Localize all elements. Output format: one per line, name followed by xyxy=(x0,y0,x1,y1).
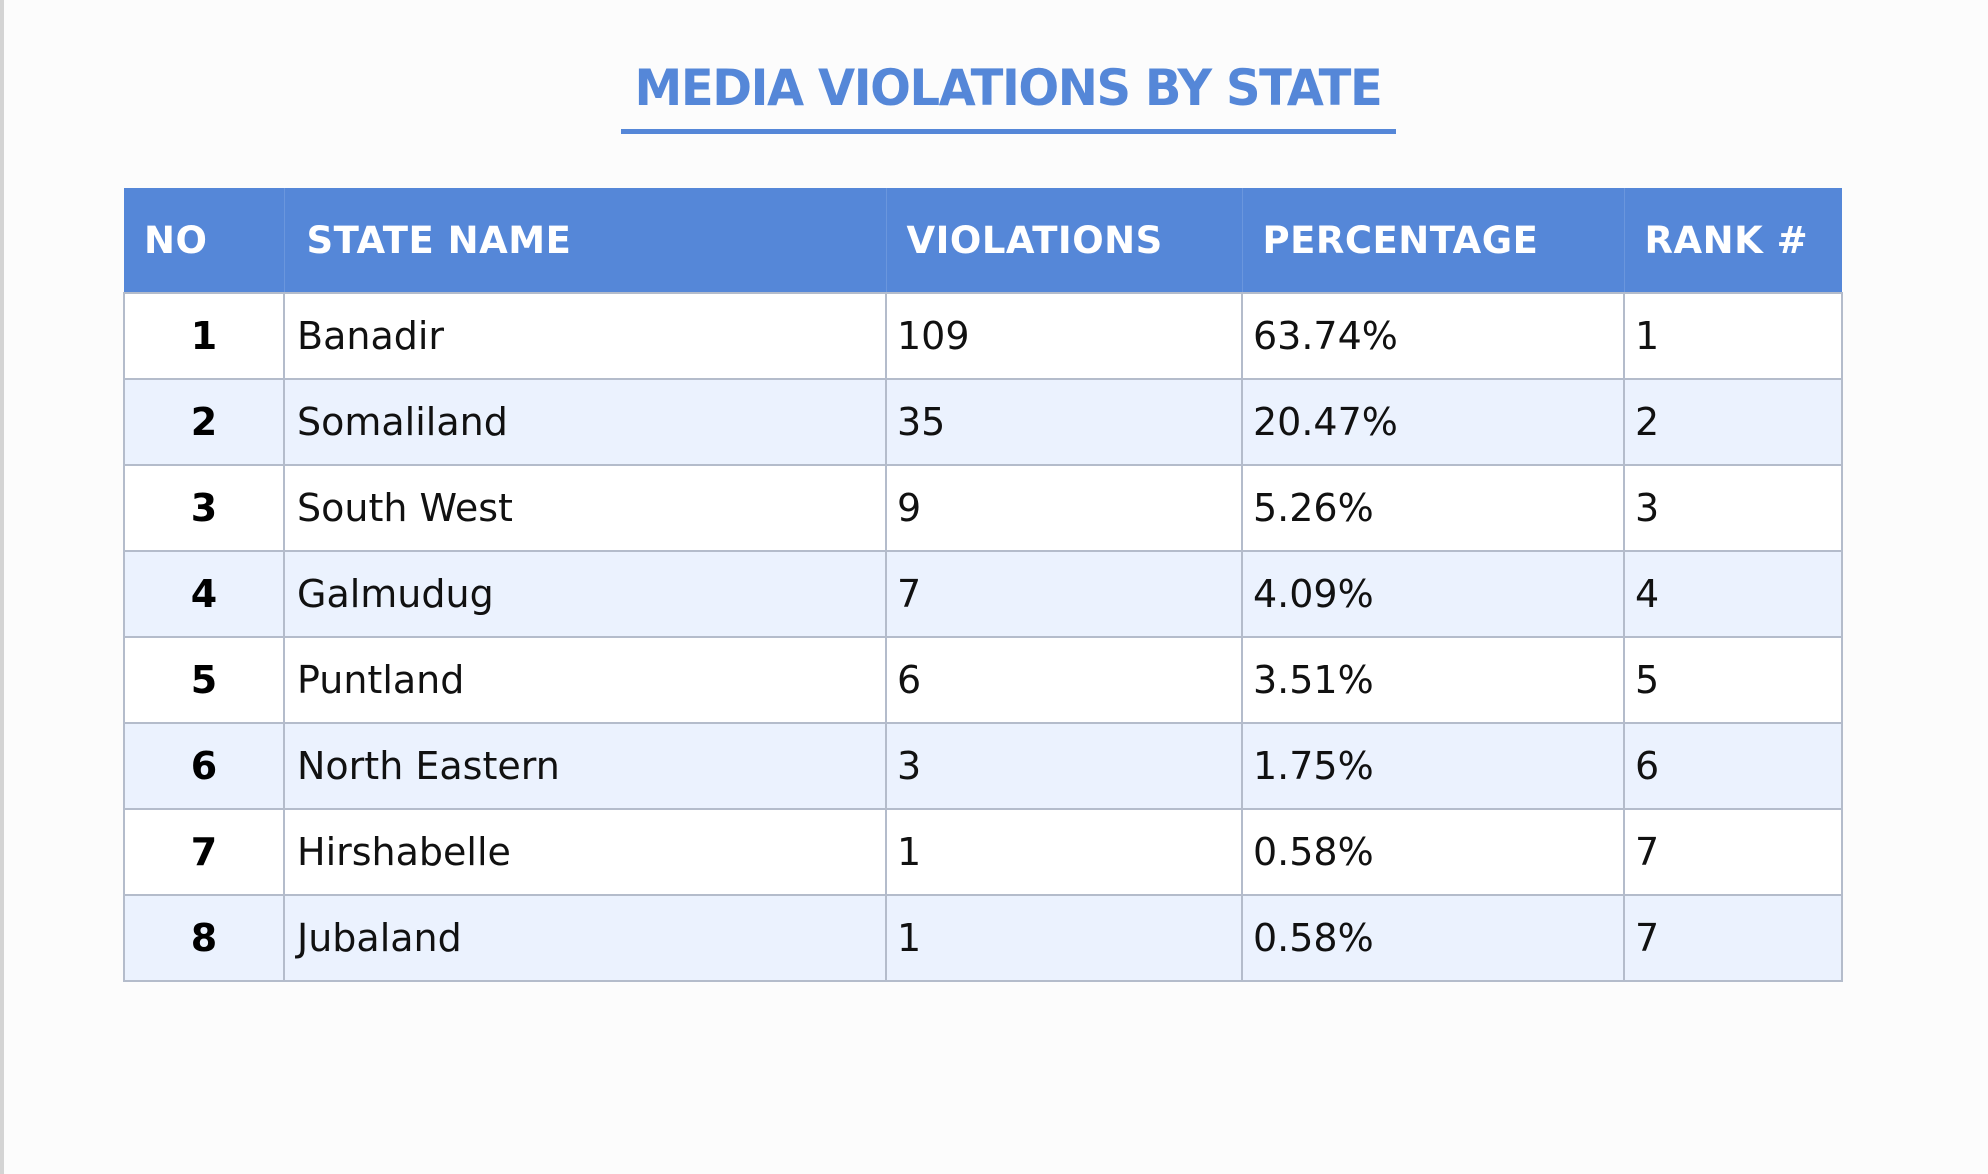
column-header-state-name: STATE NAME xyxy=(284,188,887,293)
cell-no: 6 xyxy=(123,722,285,810)
cell-state-name: Somaliland xyxy=(283,378,887,466)
cell-state-name: Puntland xyxy=(283,636,887,724)
table-row: 5 Puntland 6 3.51% 5 xyxy=(123,636,1843,724)
cell-percentage: 5.26% xyxy=(1241,464,1625,552)
cell-violations: 1 xyxy=(885,894,1243,982)
cell-violations: 7 xyxy=(885,550,1243,638)
cell-rank: 2 xyxy=(1623,378,1843,466)
column-header-violations: VIOLATIONS xyxy=(886,188,1243,293)
cell-violations: 109 xyxy=(885,292,1243,380)
violations-table: NO STATE NAME VIOLATIONS PERCENTAGE RANK… xyxy=(123,188,1843,982)
cell-no: 1 xyxy=(123,292,285,380)
table-header: NO STATE NAME VIOLATIONS PERCENTAGE RANK… xyxy=(124,188,1842,293)
cell-no: 5 xyxy=(123,636,285,724)
cell-rank: 6 xyxy=(1623,722,1843,810)
cell-rank: 4 xyxy=(1623,550,1843,638)
cell-percentage: 0.58% xyxy=(1241,808,1625,896)
cell-no: 3 xyxy=(123,464,285,552)
cell-percentage: 0.58% xyxy=(1241,894,1625,982)
cell-violations: 6 xyxy=(885,636,1243,724)
cell-violations: 35 xyxy=(885,378,1243,466)
cell-violations: 9 xyxy=(885,464,1243,552)
cell-no: 7 xyxy=(123,808,285,896)
cell-no: 2 xyxy=(123,378,285,466)
cell-state-name: North Eastern xyxy=(283,722,887,810)
table-body: 1 Banadir 109 63.74% 1 2 Somaliland 35 2… xyxy=(123,292,1843,982)
cell-percentage: 1.75% xyxy=(1241,722,1625,810)
table-row: 6 North Eastern 3 1.75% 6 xyxy=(123,722,1843,810)
page-title: MEDIA VIOLATIONS BY STATE xyxy=(634,59,1383,117)
cell-state-name: Banadir xyxy=(283,292,887,380)
cell-rank: 7 xyxy=(1623,894,1843,982)
cell-violations: 3 xyxy=(885,722,1243,810)
cell-rank: 7 xyxy=(1623,808,1843,896)
table-row: 3 South West 9 5.26% 3 xyxy=(123,464,1843,552)
cell-violations: 1 xyxy=(885,808,1243,896)
cell-state-name: Jubaland xyxy=(283,894,887,982)
cell-rank: 5 xyxy=(1623,636,1843,724)
cell-percentage: 20.47% xyxy=(1241,378,1625,466)
cell-rank: 1 xyxy=(1623,292,1843,380)
cell-state-name: South West xyxy=(283,464,887,552)
cell-state-name: Hirshabelle xyxy=(283,808,887,896)
cell-no: 8 xyxy=(123,894,285,982)
cell-no: 4 xyxy=(123,550,285,638)
table-row: 7 Hirshabelle 1 0.58% 7 xyxy=(123,808,1843,896)
cell-percentage: 4.09% xyxy=(1241,550,1625,638)
column-header-percentage: PERCENTAGE xyxy=(1242,188,1625,293)
column-header-no: NO xyxy=(124,188,285,293)
cell-percentage: 3.51% xyxy=(1241,636,1625,724)
cell-rank: 3 xyxy=(1623,464,1843,552)
title-container: MEDIA VIOLATIONS BY STATE xyxy=(0,58,1988,118)
header-row: NO STATE NAME VIOLATIONS PERCENTAGE RANK… xyxy=(124,188,1842,293)
left-edge-strip xyxy=(0,0,4,1174)
column-header-rank: RANK # xyxy=(1624,188,1842,293)
table-row: 8 Jubaland 1 0.58% 7 xyxy=(123,894,1843,982)
table-row: 2 Somaliland 35 20.47% 2 xyxy=(123,378,1843,466)
cell-percentage: 63.74% xyxy=(1241,292,1625,380)
title-underline xyxy=(621,129,1396,134)
table-row: 1 Banadir 109 63.74% 1 xyxy=(123,292,1843,380)
cell-state-name: Galmudug xyxy=(283,550,887,638)
table-row: 4 Galmudug 7 4.09% 4 xyxy=(123,550,1843,638)
